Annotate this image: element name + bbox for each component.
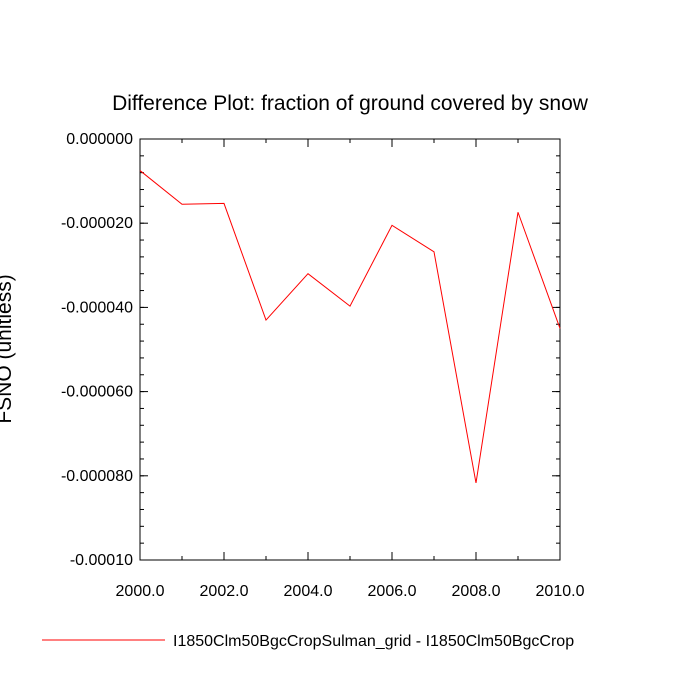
tick-labels: 0.000000 -0.000020 -0.000040 -0.000060 -0.00… xyxy=(61,131,585,600)
series-line xyxy=(139,170,561,484)
x-tick-label: 2004.0 xyxy=(284,583,333,600)
y-tick-label: -0.000020 xyxy=(61,215,133,232)
y-axis-label: FSNO (unitless) xyxy=(0,274,16,423)
legend-label: I1850Clm50BgcCropSulman_grid - I1850Clm5… xyxy=(173,633,574,650)
y-tick-label: -0.000040 xyxy=(61,299,133,316)
axis-ticks xyxy=(139,138,561,561)
x-tick-label: 2008.0 xyxy=(452,583,501,600)
y-tick-label: 0.000000 xyxy=(66,131,133,148)
legend: I1850Clm50BgcCropSulman_grid - I1850Clm5… xyxy=(42,633,574,650)
y-tick-label: -0.00010 xyxy=(70,552,133,569)
chart-title: Difference Plot: fraction of ground cove… xyxy=(112,92,589,115)
y-tick-label: -0.000080 xyxy=(61,468,133,485)
x-tick-label: 2002.0 xyxy=(200,583,249,600)
x-tick-label: 2010.0 xyxy=(536,583,585,600)
x-tick-label: 2006.0 xyxy=(368,583,417,600)
series-lines xyxy=(139,170,561,484)
x-tick-label: 2000.0 xyxy=(116,583,165,600)
y-tick-label: -0.000060 xyxy=(61,384,133,401)
